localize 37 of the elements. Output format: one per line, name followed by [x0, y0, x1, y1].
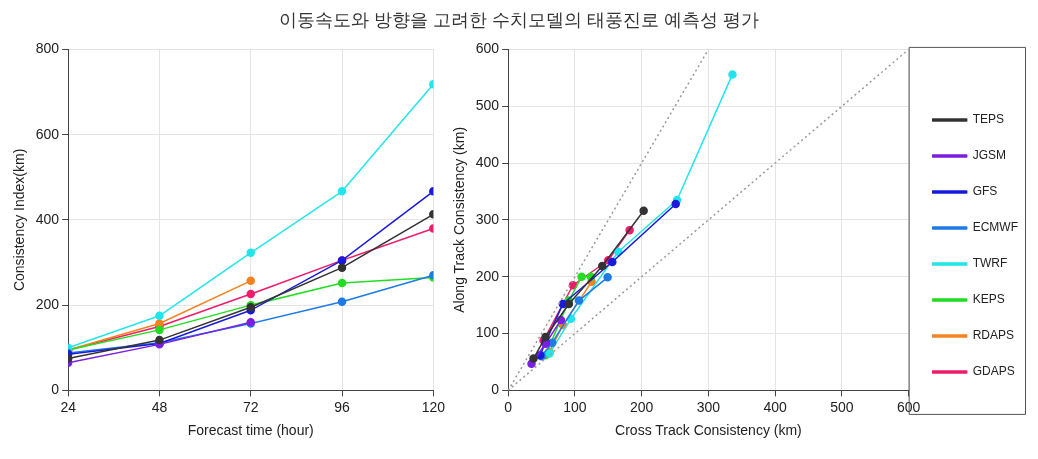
- y-tick-label: 0: [491, 381, 500, 398]
- y-tick-label: 600: [35, 125, 60, 142]
- x-tick-label: 48: [151, 398, 168, 415]
- x-tick-label: 200: [629, 398, 654, 415]
- x-axis-title: Cross Track Consistency (km): [615, 422, 802, 439]
- y-tick-label: 100: [475, 324, 500, 341]
- x-axis-title: Forecast time (hour): [187, 422, 314, 439]
- x-tick-label: 600: [897, 398, 921, 415]
- y-tick-label: 300: [475, 210, 500, 227]
- y-tick-label: 600: [475, 40, 500, 57]
- x-tick-label: 72: [242, 398, 259, 415]
- x-tick-label: 300: [696, 398, 721, 415]
- legend-label: GDAPS: [972, 364, 1015, 379]
- y-tick-label: 500: [475, 97, 500, 114]
- legend-label: KEPS: [972, 292, 1005, 307]
- y-tick-label: 400: [35, 210, 60, 227]
- x-tick-label: 500: [830, 398, 854, 415]
- y-tick-label: 200: [35, 296, 60, 313]
- x-tick-label: 0: [504, 398, 513, 415]
- y-axis-title: Consistency Index(km): [11, 148, 28, 292]
- legend-label: GFS: [972, 184, 998, 199]
- y-tick-label: 400: [475, 153, 500, 170]
- x-tick-label: 100: [563, 398, 587, 415]
- x-tick-label: 96: [334, 398, 351, 415]
- y-tick-label: 800: [35, 40, 60, 57]
- text: 이동속도와 방향을 고려한 수치모델의 태풍진로 예측성 평가: [278, 9, 760, 32]
- y-axis-title: Along Track Consistency (km): [451, 126, 468, 313]
- legend-label: ECMWF: [972, 220, 1019, 235]
- y-tick-label: 200: [475, 267, 500, 284]
- y-tick-label: 0: [51, 381, 60, 398]
- legend-label: RDAPS: [972, 328, 1015, 343]
- x-tick-label: 120: [421, 398, 446, 415]
- legend-label: TWRF: [972, 256, 1008, 271]
- x-tick-label: 24: [60, 398, 77, 415]
- x-tick-label: 400: [763, 398, 788, 415]
- legend-label: TEPS: [972, 112, 1005, 127]
- legend-label: JGSM: [972, 148, 1007, 163]
